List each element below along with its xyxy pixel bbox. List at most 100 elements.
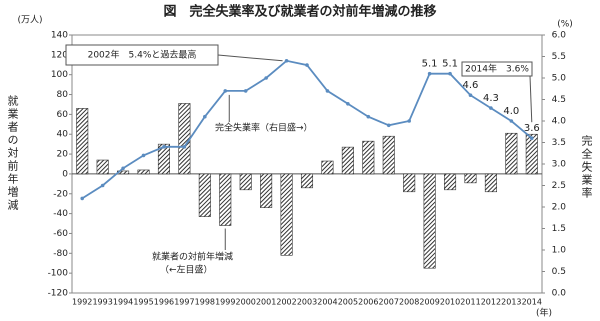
y2-unit: (%) [557,20,573,30]
rate-point [346,102,350,106]
bar [137,169,150,175]
bar [484,173,497,193]
rate-point [529,136,534,140]
bar [341,146,354,175]
x-tick-label: 2003 [297,298,317,307]
x-tick-label: 2010 [440,298,460,307]
y-tick-label: 60 [57,110,69,120]
rate-point [489,106,493,110]
annotation: （←左目盛） [160,264,213,276]
rate-point [448,71,452,76]
x-tick-label: 1999 [215,298,235,307]
bar [239,173,252,191]
y-axis-title: 就業者の対前年増減 [6,94,19,212]
y2-tick-label: 2.5 [552,181,566,191]
rate-point [243,89,248,93]
rate-point [509,119,514,123]
x-tick-label: 2002 [276,298,296,307]
rate-point [284,59,289,63]
x-tick-label: 2008 [399,298,419,307]
x-tick-label: 2001 [256,298,276,307]
bar [382,135,395,175]
value-label: 4.0 [503,106,519,117]
y2-tick-label: 5.0 [552,74,567,84]
x-tick-label: 1994 [113,298,133,307]
value-label: 5.1 [422,59,438,70]
x-tick-label: 2006 [358,298,378,307]
bar [423,173,436,269]
bar [178,103,191,175]
y-tick-label: -100 [48,269,69,279]
x-tick-label: 2014 [522,298,542,307]
y-tick-label: 100 [51,70,68,80]
bar [362,140,375,175]
bar [280,173,293,256]
y-tick-label: -120 [48,289,69,299]
rate-point [162,145,166,149]
y2-axis-title: 完全失業率 [580,134,593,200]
y2-tick-label: 5.5 [552,52,566,62]
x-tick-label: 1993 [92,298,112,307]
bar [525,133,538,175]
rate-point [141,153,146,158]
x-tick-label: 2004 [317,298,337,307]
y2-tick-label: 3.5 [552,138,566,148]
y-tick-label: 120 [51,50,68,60]
annotation-arrow [217,54,283,62]
y2-tick-label: 3.0 [552,160,567,170]
x-tick-label: 1996 [154,298,174,307]
chart-title: 図 完全失業率及び就業者の対前年増減の推移 [163,4,436,20]
bar [219,173,232,226]
bar [403,173,416,193]
bar [260,173,273,208]
y-tick-label: -20 [53,189,68,199]
x-tick-label: 2011 [460,298,480,307]
rate-point [366,114,371,119]
rate-point [203,114,207,119]
x-tick-label: 2012 [481,298,501,307]
bar [157,143,170,175]
x-tick-label: 2005 [338,298,358,307]
y2-tick-label: 4.0 [552,117,567,127]
y-unit: (万人) [17,15,42,26]
value-label: 3.6 [524,123,540,134]
y2-tick-label: 2.0 [552,203,567,213]
rate-point [182,145,187,149]
x-tick-label: 2000 [236,298,256,307]
x-tick-label: 1998 [195,298,215,307]
rate-point [325,89,330,93]
x-unit: (年) [536,307,552,319]
rate-point [407,119,411,123]
rate-point [427,71,432,76]
x-tick-label: 1997 [174,298,194,307]
rate-point [305,63,309,67]
x-tick-label: 2007 [379,298,399,307]
y-tick-label: 0 [62,169,68,179]
bar [321,160,334,175]
rate-point [223,89,228,93]
rate-point [121,166,125,171]
x-tick-label: 2009 [419,298,439,307]
value-label: 5.1 [442,59,458,70]
y2-tick-label: 1.5 [552,224,566,234]
rate-point [468,93,473,97]
rate-point [80,196,85,201]
rate-point [100,183,105,188]
bar [505,132,518,175]
annotation-arrow [529,75,533,123]
x-tick-label: 1995 [133,298,153,307]
y-tick-label: 140 [51,31,68,41]
bar [198,173,211,217]
x-tick-label: 1992 [72,298,92,307]
rate-point [386,123,391,128]
y-tick-label: 20 [57,150,69,160]
bar [96,159,109,175]
annotation: 完全失業率（右目盛→） [215,122,313,134]
value-label: 4.6 [463,80,479,91]
annotation: 2002年 5.4%と過去最高 [88,49,197,61]
bar [444,173,457,191]
y-tick-label: 40 [57,130,69,140]
y2-tick-label: 1.0 [552,246,567,256]
y2-tick-label: 6.0 [552,31,567,41]
